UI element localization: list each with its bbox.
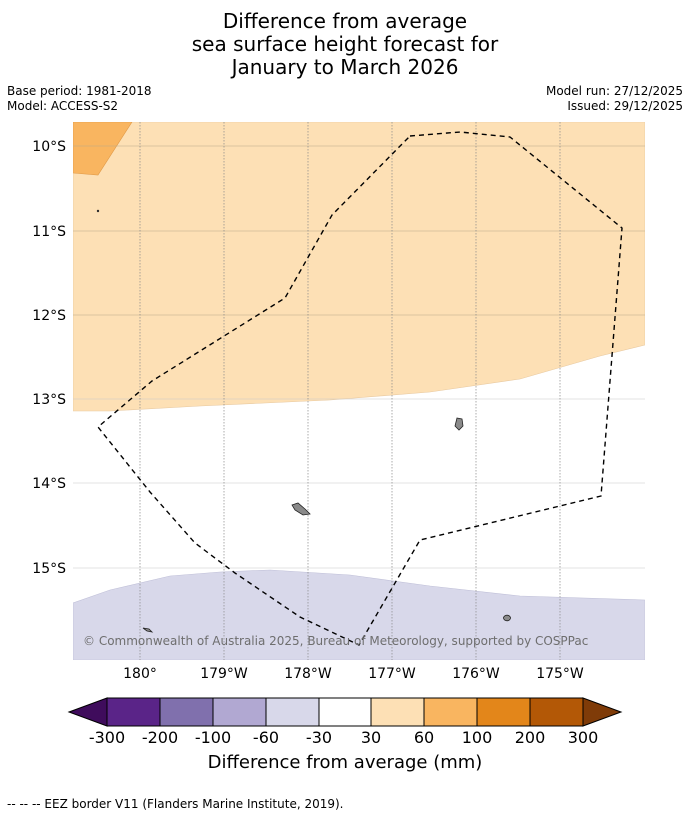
meta-right: Model run: 27/12/2025 Issued: 29/12/2025 [546, 84, 683, 114]
eez-footnote: -- -- -- EEZ border V11 (Flanders Marine… [7, 797, 344, 811]
colorbar-tick: 200 [514, 728, 546, 747]
band-minus30-minus60 [73, 569, 645, 660]
lat-label: 13°S [32, 392, 66, 408]
colorbar-segment [370, 697, 425, 727]
latitude-gridlines [73, 145, 645, 569]
colorbar-tick: -100 [194, 728, 232, 747]
colorbar-tick: -30 [305, 728, 333, 747]
base-period: Base period: 1981-2018 [7, 84, 152, 98]
colorbar-tick: 60 [413, 728, 435, 747]
colorbar-tick: 100 [461, 728, 493, 747]
colorbar-tick: -60 [252, 728, 280, 747]
colorbar-segment [265, 697, 320, 727]
lat-label: 10°S [32, 139, 66, 155]
colorbar-segment [318, 697, 372, 727]
lon-label: 179°W [200, 666, 248, 682]
model-name: Model: ACCESS-S2 [7, 99, 119, 113]
title-line-1: Difference from average [222, 9, 468, 33]
issued-date: Issued: 29/12/2025 [567, 99, 683, 113]
colorbar-segment [423, 697, 478, 727]
lat-label: 11°S [32, 224, 66, 240]
colorbar [67, 697, 623, 727]
colorbar-segment [159, 697, 214, 727]
eez-border [97, 131, 623, 646]
lat-label: 12°S [32, 308, 66, 324]
longitude-labels: 180° 179°W 178°W 177°W 176°W 175°W [123, 666, 584, 682]
latitude-labels: 10°S 11°S 12°S 13°S 14°S 15°S [32, 139, 66, 577]
lat-label: 15°S [32, 561, 66, 577]
colorbar-segment [529, 697, 584, 727]
longitude-gridlines [139, 122, 561, 660]
colorbar-extend-high [582, 697, 623, 727]
lon-label: 177°W [368, 666, 416, 682]
lat-label: 14°S [32, 476, 66, 492]
lon-label: 175°W [536, 666, 584, 682]
lon-label: 176°W [452, 666, 500, 682]
islands [96, 209, 511, 633]
colorbar-extend-low [67, 697, 108, 727]
colorbar-segment [106, 697, 161, 727]
colorbar-segment [212, 697, 267, 727]
colorbar-tick: 30 [360, 728, 382, 747]
title-line-2: sea surface height forecast for [191, 32, 499, 56]
colorbar-tick: 300 [567, 728, 599, 747]
colorbar-tick: -300 [88, 728, 126, 747]
colorbar-segment [476, 697, 531, 727]
meta-left: Base period: 1981-2018 Model: ACCESS-S2 [7, 84, 152, 114]
colorbar-title: Difference from average (mm) [207, 752, 483, 773]
title-line-3: January to March 2026 [231, 55, 459, 79]
colorbar-tick: -200 [141, 728, 179, 747]
lon-label: 180° [123, 666, 157, 682]
band-30-60 [73, 122, 645, 412]
lon-label: 178°W [284, 666, 332, 682]
model-run: Model run: 27/12/2025 [545, 84, 683, 98]
copyright-notice: © Commonwealth of Australia 2025, Bureau… [83, 634, 588, 648]
band-60-100 [73, 122, 133, 176]
